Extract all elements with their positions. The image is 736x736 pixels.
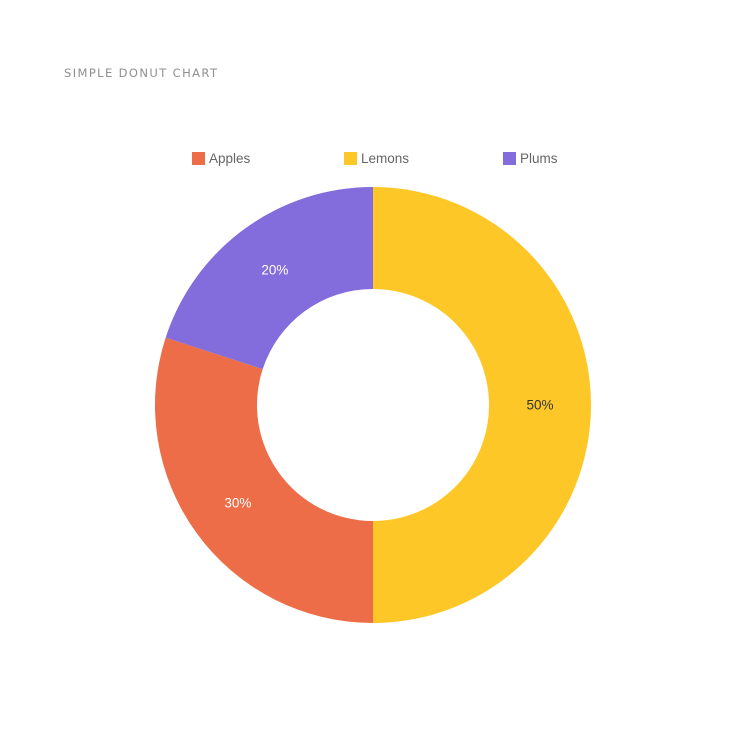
legend-label-plums: Plums bbox=[520, 150, 558, 166]
legend-swatch-apples bbox=[192, 151, 205, 165]
slice-labels: 50% 30% 20% bbox=[224, 262, 553, 510]
legend-item-apples[interactable]: Apples bbox=[192, 150, 250, 166]
legend-swatch-lemons bbox=[344, 151, 357, 165]
slice-lemons[interactable] bbox=[373, 187, 591, 623]
slice-label-plums: 20% bbox=[261, 262, 288, 277]
chart-legend: Apples Lemons Plums bbox=[0, 150, 736, 168]
legend-item-lemons[interactable]: Lemons bbox=[344, 150, 409, 166]
legend-label-apples: Apples bbox=[209, 150, 251, 166]
slice-label-lemons: 50% bbox=[526, 398, 553, 413]
chart-title: SIMPLE DONUT CHART bbox=[64, 66, 219, 80]
slice-label-apples: 30% bbox=[224, 496, 251, 511]
donut-slices bbox=[155, 187, 591, 623]
legend-label-lemons: Lemons bbox=[361, 150, 410, 166]
legend-item-plums[interactable]: Plums bbox=[503, 150, 558, 166]
legend-swatch-plums bbox=[503, 151, 516, 165]
slice-apples[interactable] bbox=[155, 337, 373, 623]
slice-plums[interactable] bbox=[165, 187, 373, 370]
